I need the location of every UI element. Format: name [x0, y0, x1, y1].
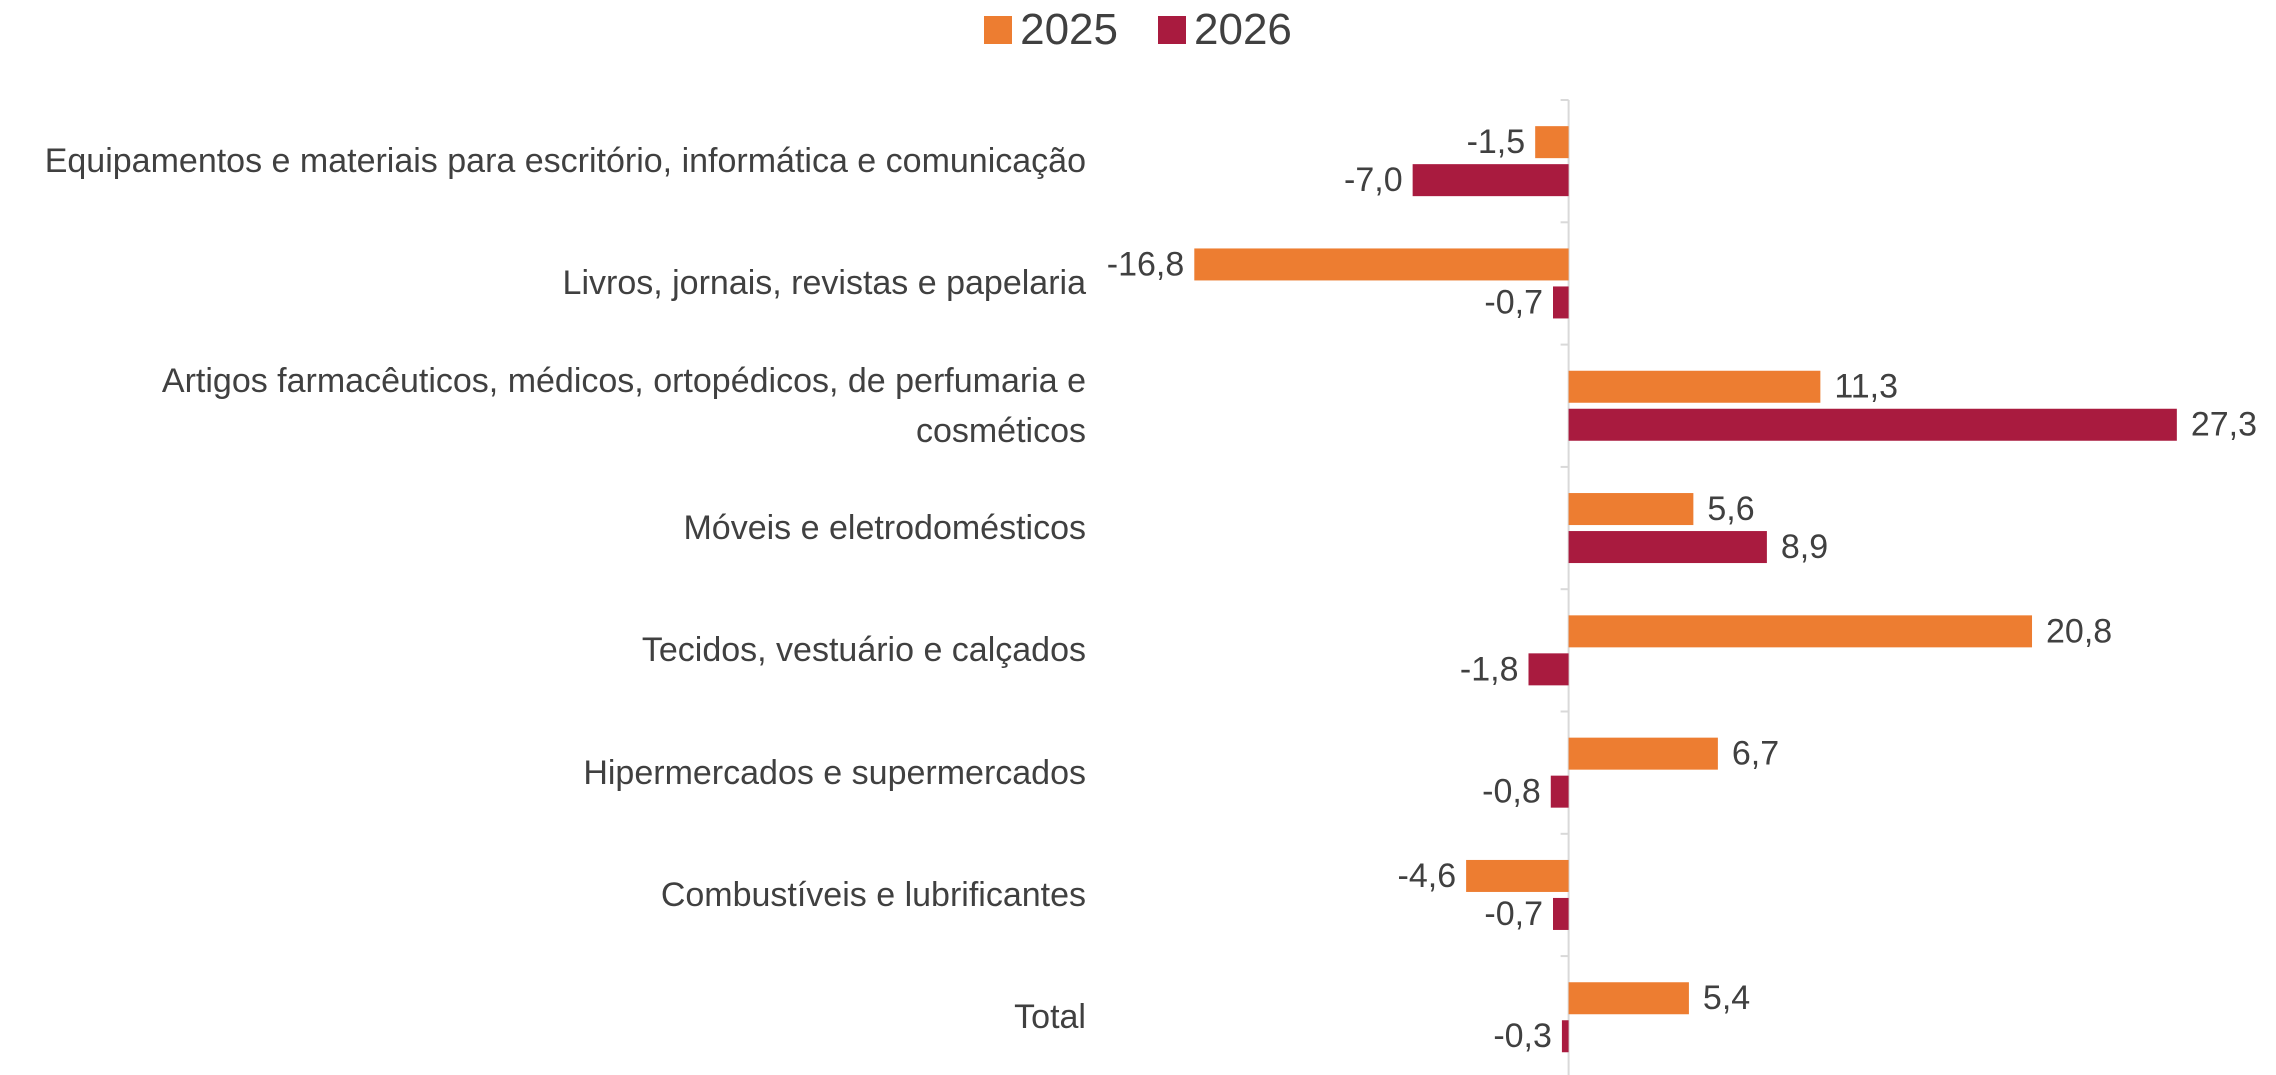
- bar: [1535, 126, 1569, 159]
- bar: [1568, 531, 1767, 564]
- value-label: 11,3: [1834, 368, 1898, 406]
- legend-label: 2025: [1020, 5, 1118, 54]
- category-label: Hipermercados e supermercados: [583, 753, 1086, 792]
- bar: [1568, 408, 2177, 441]
- value-label: -16,8: [1107, 245, 1185, 283]
- category-label: Total: [1014, 998, 1086, 1037]
- value-label: -7,0: [1344, 161, 1403, 199]
- bar: [1568, 370, 1821, 403]
- legend: 2025 2026: [0, 0, 2276, 60]
- value-label: -0,3: [1493, 1017, 1552, 1055]
- bar: [1568, 982, 1689, 1015]
- bar: [1568, 615, 2033, 648]
- value-label: 6,7: [1732, 735, 1779, 773]
- value-label: -0,7: [1484, 283, 1543, 321]
- legend-label: 2026: [1194, 5, 1292, 54]
- bar: [1466, 859, 1569, 892]
- bar: [1568, 493, 1694, 526]
- category-label: Móveis e eletrodomésticos: [683, 509, 1086, 548]
- bar: [1553, 897, 1569, 930]
- value-label: 5,4: [1703, 979, 1750, 1017]
- value-label: 20,8: [2046, 612, 2112, 650]
- legend-swatch: [984, 16, 1013, 44]
- category-label: Artigos farmacêuticos, médicos, ortopédi…: [161, 361, 1086, 450]
- bar: [1528, 653, 1569, 686]
- value-label: -0,7: [1484, 895, 1543, 933]
- category-label: Tecidos, vestuário e calçados: [641, 631, 1086, 670]
- value-label: -1,8: [1460, 650, 1519, 688]
- category-label: Livros, jornais, revistas e papelaria: [562, 264, 1086, 303]
- value-label: 27,3: [2191, 406, 2257, 444]
- bar: [1553, 286, 1569, 319]
- value-label: 8,9: [1781, 528, 1828, 566]
- bar: [1550, 775, 1569, 808]
- legend-swatch: [1158, 16, 1186, 44]
- value-label: -1,5: [1467, 123, 1526, 161]
- category-label: Combustíveis e lubrificantes: [660, 875, 1086, 914]
- bar: [1561, 1020, 1569, 1053]
- legend-item: 2026: [1158, 5, 1292, 55]
- bar: [1412, 164, 1569, 197]
- category-label: Equipamentos e materiais para escritório…: [44, 142, 1086, 181]
- bar: [1194, 248, 1569, 281]
- value-label: -4,6: [1398, 857, 1457, 895]
- value-label: -0,8: [1482, 773, 1541, 811]
- value-label: 5,6: [1707, 490, 1754, 528]
- legend-item: 2025: [984, 5, 1118, 55]
- bar: [1568, 737, 1718, 770]
